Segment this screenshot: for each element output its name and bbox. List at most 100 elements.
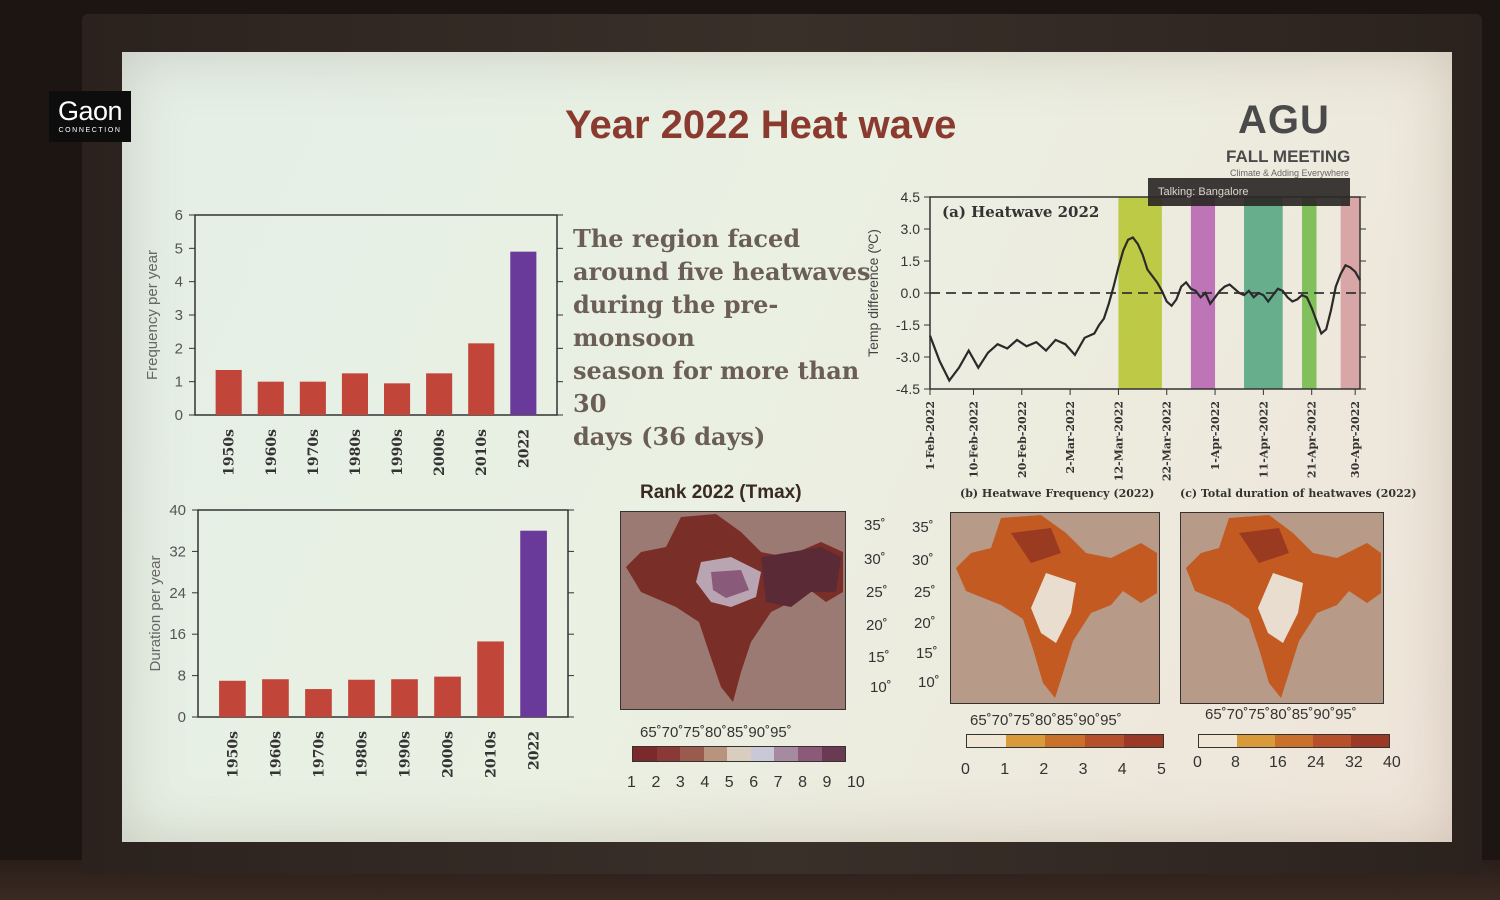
frequency-x-tick-label: 1950s xyxy=(222,429,238,476)
rank-map-title: Rank 2022 (Tmax) xyxy=(640,482,802,503)
duration-bar xyxy=(434,676,461,717)
colorbar-swatch xyxy=(1006,735,1046,747)
colorbar-tick-label: 3 xyxy=(675,774,685,791)
colorbar-swatch xyxy=(727,747,751,761)
duration-x-tick-label: 2000s xyxy=(441,731,457,778)
line-x-tick-label: 1-Apr-2022 xyxy=(1209,401,1222,470)
colorbar-tick-label: 2 xyxy=(1039,761,1049,778)
frequency-lat-tick: 35˚ xyxy=(912,519,934,536)
colorbar-tick-label: 8 xyxy=(798,774,808,791)
frequency-bar xyxy=(341,373,369,415)
frequency-lat-tick: 15˚ xyxy=(916,645,938,662)
logo-sub-text: CONNECTION xyxy=(58,127,122,134)
colorbar-swatch xyxy=(703,747,728,761)
duration-map xyxy=(1180,512,1384,704)
line-x-tick-label: 11-Apr-2022 xyxy=(1257,401,1270,478)
frequency-y-tick-label: 6 xyxy=(175,207,183,224)
frequency-y-tick-label: 5 xyxy=(175,240,183,257)
colorbar-tick-label: 16 xyxy=(1269,754,1287,771)
gaon-connection-logo: Gaon CONNECTION xyxy=(49,91,131,142)
duration-y-tick-label: 16 xyxy=(169,626,186,643)
line-y-tick-label: 0.0 xyxy=(901,285,921,301)
duration-lon-ticks: 65˚70˚75˚80˚85˚90˚95˚ xyxy=(1205,706,1357,723)
duration-y-tick-label: 24 xyxy=(169,585,186,602)
frequency-bar xyxy=(426,373,453,415)
duration-x-tick-label: 1990s xyxy=(398,731,414,778)
frequency-map xyxy=(950,512,1160,704)
colorbar-swatch xyxy=(1045,735,1085,747)
colorbar-tick-label: 4 xyxy=(700,774,710,791)
colorbar-tick-label: 0 xyxy=(1193,754,1202,771)
colorbar-swatch xyxy=(750,747,775,761)
line-x-tick-label: 12-Mar-2022 xyxy=(1112,401,1125,481)
colorbar-tick-label: 1 xyxy=(627,774,636,791)
frequency-y-axis-label: Frequency per year xyxy=(144,250,161,380)
line-y-tick-label: 3.0 xyxy=(901,221,921,237)
frequency-bar xyxy=(383,383,411,415)
rank-colorbar xyxy=(632,746,846,762)
duration-x-tick-label: 1950s xyxy=(225,731,241,778)
frequency-x-tick-label: 2022 xyxy=(516,429,532,468)
summary-line: The region faced xyxy=(573,224,801,253)
duration-bar xyxy=(348,679,375,717)
duration-bar xyxy=(520,530,547,717)
frequency-bar xyxy=(299,381,326,415)
colorbar-tick-label: 7 xyxy=(773,774,783,791)
duration-bar xyxy=(305,689,332,717)
frequency-bar xyxy=(257,381,284,415)
frequency-lon-ticks: 65˚70˚75˚80˚85˚90˚95˚ xyxy=(970,712,1122,729)
colorbar-tick-label: 9 xyxy=(822,774,832,791)
line-x-tick-label: 21-Apr-2022 xyxy=(1306,401,1319,478)
rank-lat-tick: 30˚ xyxy=(864,551,886,568)
duration-y-tick-label: 40 xyxy=(169,502,186,519)
duration-x-tick-label: 1960s xyxy=(268,731,284,778)
colorbar-swatch xyxy=(967,735,1007,747)
colorbar-swatch xyxy=(1199,735,1237,747)
colorbar-tick-label: 0 xyxy=(961,761,970,778)
talking-indicator-badge: Talking: Bangalore xyxy=(1148,178,1350,206)
line-x-tick-label: 2-Mar-2022 xyxy=(1064,401,1077,474)
line-x-tick-label: 22-Mar-2022 xyxy=(1161,401,1174,481)
line-y-tick-label: -1.5 xyxy=(896,317,920,333)
rank-lat-tick: 10˚ xyxy=(870,679,892,696)
agu-tagline: Climate & Adding Everywhere xyxy=(1230,168,1350,178)
summary-line: days (36 days) xyxy=(573,422,766,451)
colorbar-tick-label: 8 xyxy=(1231,754,1240,771)
line-chart-title: (a) Heatwave 2022 xyxy=(942,203,1099,221)
frequency-x-tick-label: 1960s xyxy=(264,429,280,476)
colorbar-swatch xyxy=(633,747,657,761)
frequency-x-tick-label: 1980s xyxy=(348,429,364,476)
duration-bar-chart: 0 8 16 24 32 40 Duration per year 1950s 1960s 197… xyxy=(147,502,574,778)
duration-bar xyxy=(219,680,246,717)
duration-x-tick-label: 2022 xyxy=(527,731,543,770)
colorbar-swatch xyxy=(774,747,798,761)
heatwave-line-chart: 4.5 3.0 1.5 0.0 -1.5 -3.0 -4.5 Temp difference … xyxy=(865,189,1366,481)
frequency-map-shape xyxy=(956,515,1157,698)
colorbar-tick-label: 4 xyxy=(1117,761,1127,778)
colorbar-tick-label: 24 xyxy=(1307,754,1325,771)
line-x-tick-label: 10-Feb-2022 xyxy=(967,401,980,478)
colorbar-tick-label: 5 xyxy=(724,774,734,791)
frequency-map-title: (b) Heatwave Frequency (2022) xyxy=(960,487,1155,500)
rank-lat-tick: 15˚ xyxy=(868,649,890,666)
frequency-colorbar xyxy=(966,734,1164,748)
frequency-lat-tick: 30˚ xyxy=(912,552,934,569)
duration-x-tick-label: 2010s xyxy=(484,731,500,778)
line-y-tick-label: 1.5 xyxy=(901,253,921,269)
summary-line: during the pre-monsoon xyxy=(573,290,779,352)
frequency-lat-tick: 20˚ xyxy=(914,615,936,632)
duration-bar xyxy=(477,641,504,717)
agu-logo: AGU xyxy=(1238,98,1330,142)
slide-title: Year 2022 Heat wave xyxy=(565,103,957,147)
line-x-tick-label: 20-Feb-2022 xyxy=(1016,401,1029,478)
duration-y-tick-label: 0 xyxy=(178,709,186,726)
frequency-bar xyxy=(215,370,242,415)
frequency-bar xyxy=(468,343,495,415)
colorbar-tick-label: 10 xyxy=(847,774,865,791)
line-y-tick-label: 4.5 xyxy=(901,189,921,205)
agu-fall-meeting: FALL MEETING xyxy=(1226,147,1351,166)
colorbar-tick-label: 3 xyxy=(1078,761,1088,778)
summary-text: The region faced around five heatwaves d… xyxy=(573,222,893,453)
colorbar-swatch xyxy=(1351,735,1389,747)
duration-bar xyxy=(262,679,289,717)
